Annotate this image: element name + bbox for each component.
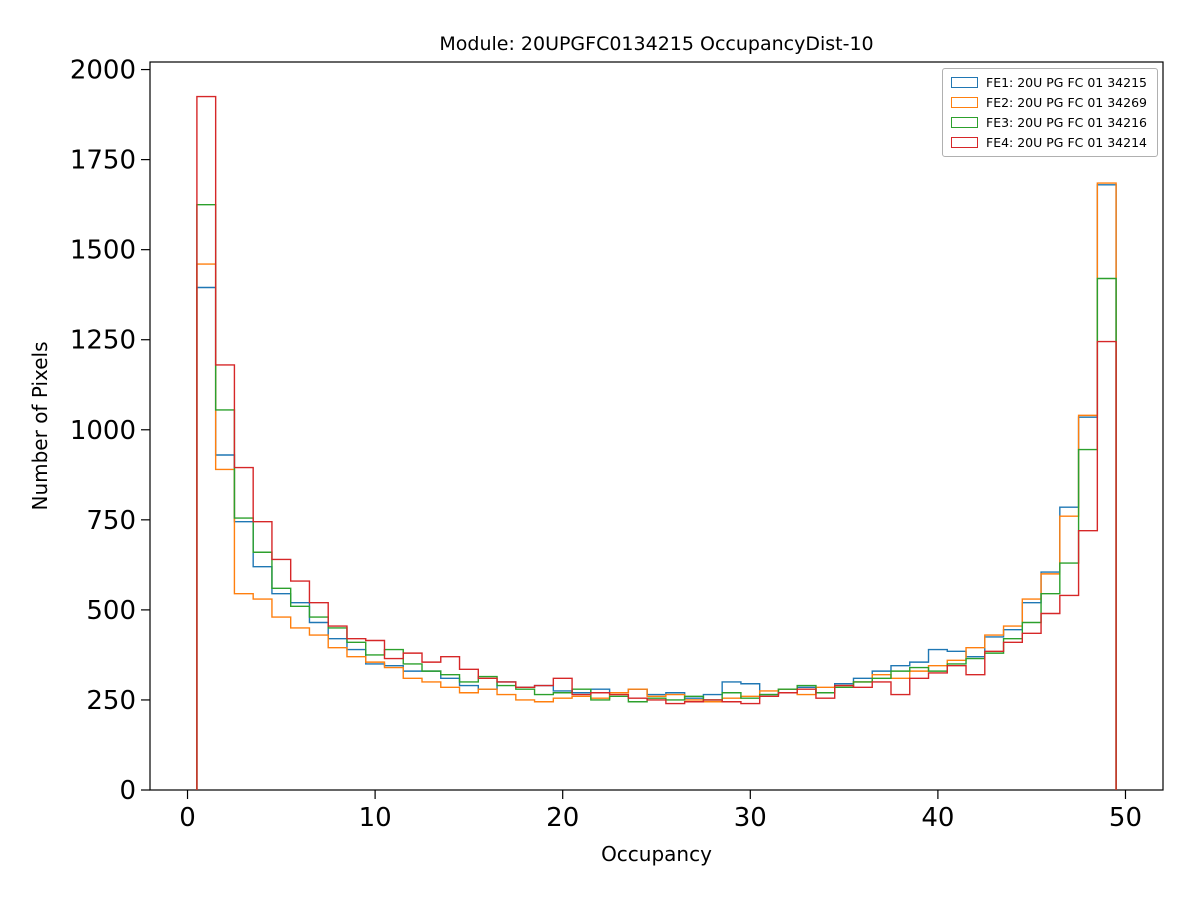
x-tick-label: 10 bbox=[359, 803, 392, 833]
y-tick-label: 1000 bbox=[70, 416, 136, 446]
y-tick-label: 750 bbox=[86, 506, 136, 536]
legend-swatch-3 bbox=[951, 117, 978, 128]
legend-entry-3: FE3: 20U PG FC 01 34216 bbox=[951, 115, 1147, 130]
x-tick-label: 0 bbox=[179, 803, 196, 833]
legend: FE1: 20U PG FC 01 34215 FE2: 20U PG FC 01… bbox=[942, 68, 1158, 157]
legend-entry-2: FE2: 20U PG FC 01 34269 bbox=[951, 95, 1147, 110]
legend-label-4: FE4: 20U PG FC 01 34214 bbox=[986, 135, 1147, 150]
legend-swatch-2 bbox=[951, 97, 978, 108]
y-axis-label: Number of Pixels bbox=[28, 341, 52, 511]
legend-label-2: FE2: 20U PG FC 01 34269 bbox=[986, 95, 1147, 110]
x-tick-label: 20 bbox=[546, 803, 579, 833]
legend-label-3: FE3: 20U PG FC 01 34216 bbox=[986, 115, 1147, 130]
y-tick-label: 250 bbox=[86, 686, 136, 716]
legend-label-1: FE1: 20U PG FC 01 34215 bbox=[986, 75, 1147, 90]
x-tick-label: 40 bbox=[921, 803, 954, 833]
x-tick-label: 30 bbox=[734, 803, 767, 833]
series-step-1 bbox=[196, 184, 1117, 790]
x-tick-label: 50 bbox=[1109, 803, 1142, 833]
y-tick-label: 500 bbox=[86, 596, 136, 626]
x-axis-label: Occupancy bbox=[601, 842, 712, 866]
y-tick-label: 2000 bbox=[70, 56, 136, 86]
y-tick-label: 1500 bbox=[70, 236, 136, 266]
legend-entry-4: FE4: 20U PG FC 01 34214 bbox=[951, 135, 1147, 150]
chart-title: Module: 20UPGFC0134215 OccupancyDist-10 bbox=[439, 33, 874, 55]
series-step-4 bbox=[196, 95, 1117, 790]
legend-entry-1: FE1: 20U PG FC 01 34215 bbox=[951, 75, 1147, 90]
y-tick-label: 1750 bbox=[70, 146, 136, 176]
series-step-2 bbox=[196, 182, 1117, 790]
y-tick-label: 1250 bbox=[70, 326, 136, 356]
y-tick-label: 0 bbox=[119, 776, 136, 806]
legend-swatch-4 bbox=[951, 137, 978, 148]
series-step-3 bbox=[196, 203, 1117, 790]
plot-frame bbox=[149, 61, 1164, 791]
legend-swatch-1 bbox=[951, 77, 978, 88]
